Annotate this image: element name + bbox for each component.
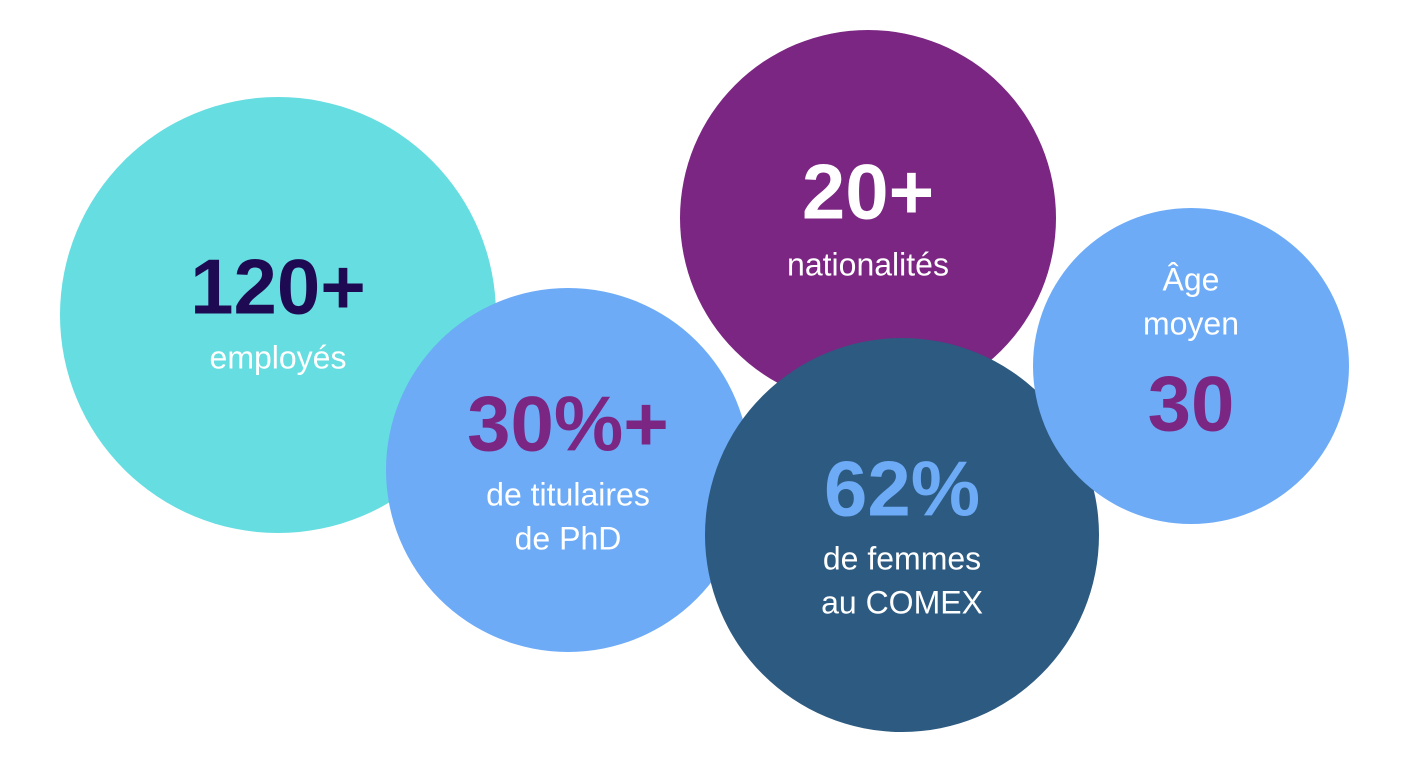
bubble-value: 120+ [190,243,366,331]
bubble [386,288,750,652]
bubble [1033,208,1349,524]
bubble-value: 30%+ [467,380,669,468]
bubble-label: moyen [1143,305,1239,341]
bubble-value: 62% [824,445,980,533]
bubble-label: de PhD [515,520,622,556]
bubble-label: de titulaires [486,476,650,512]
bubble-value: 20+ [802,148,934,236]
bubble-label: employés [210,339,347,375]
bubble-label: de femmes [823,540,981,576]
bubble-label: au COMEX [821,584,983,620]
bubble-label: Âge [1163,261,1220,297]
bubble-value: 30 [1148,360,1235,448]
bubble [705,338,1099,732]
bubble [680,30,1056,406]
bubble [60,97,496,533]
bubble-label: nationalités [787,246,949,282]
